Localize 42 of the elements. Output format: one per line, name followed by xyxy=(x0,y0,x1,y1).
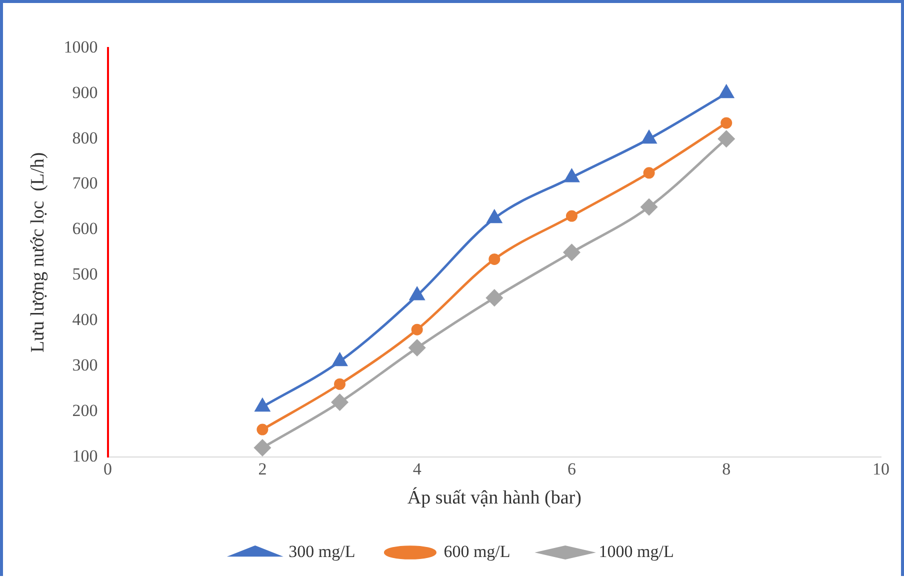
point xyxy=(564,169,580,182)
y-tick-label: 300 xyxy=(72,355,98,374)
legend-label: 600 mg/L xyxy=(444,542,510,561)
y-tick-label: 200 xyxy=(72,400,98,420)
x-tick-label: 10 xyxy=(872,459,890,478)
point xyxy=(566,210,578,222)
point xyxy=(332,353,348,366)
x-tick-label: 6 xyxy=(567,459,576,478)
legend-label: 300 mg/L xyxy=(288,542,356,561)
point xyxy=(642,130,656,144)
point xyxy=(643,167,655,179)
y-tick-label: 500 xyxy=(72,264,98,284)
point xyxy=(332,394,348,411)
point xyxy=(718,130,735,148)
x-axis-title: Áp suất vận hành (bar) xyxy=(407,486,582,509)
point xyxy=(410,287,424,300)
point xyxy=(486,290,503,306)
x-tick-label: 0 xyxy=(104,459,112,478)
point xyxy=(254,439,271,456)
point xyxy=(334,378,346,390)
point xyxy=(719,85,734,98)
legend-label: 1000 mg/L xyxy=(598,542,674,561)
x-tick-label: 2 xyxy=(258,459,267,478)
point xyxy=(411,324,423,336)
y-tick-label: 800 xyxy=(72,128,98,148)
x-tick-label: 8 xyxy=(722,459,731,478)
y-axis-title: Lưu lượng nước lọc (L/h) xyxy=(27,152,48,353)
y-tick-label: 100 xyxy=(72,446,98,466)
point xyxy=(487,210,502,224)
point xyxy=(640,198,658,216)
point xyxy=(488,253,500,265)
point xyxy=(408,340,426,356)
point xyxy=(563,244,580,261)
y-tick-label: 1000 xyxy=(64,37,98,56)
point xyxy=(720,117,732,129)
y-tick-label: 900 xyxy=(72,82,98,102)
x-tick-label: 4 xyxy=(412,459,422,478)
y-tick-label: 600 xyxy=(72,219,98,238)
y-tick-label: 700 xyxy=(72,174,98,193)
point xyxy=(256,424,268,436)
point xyxy=(255,398,270,412)
y-tick-label: 400 xyxy=(72,310,98,329)
